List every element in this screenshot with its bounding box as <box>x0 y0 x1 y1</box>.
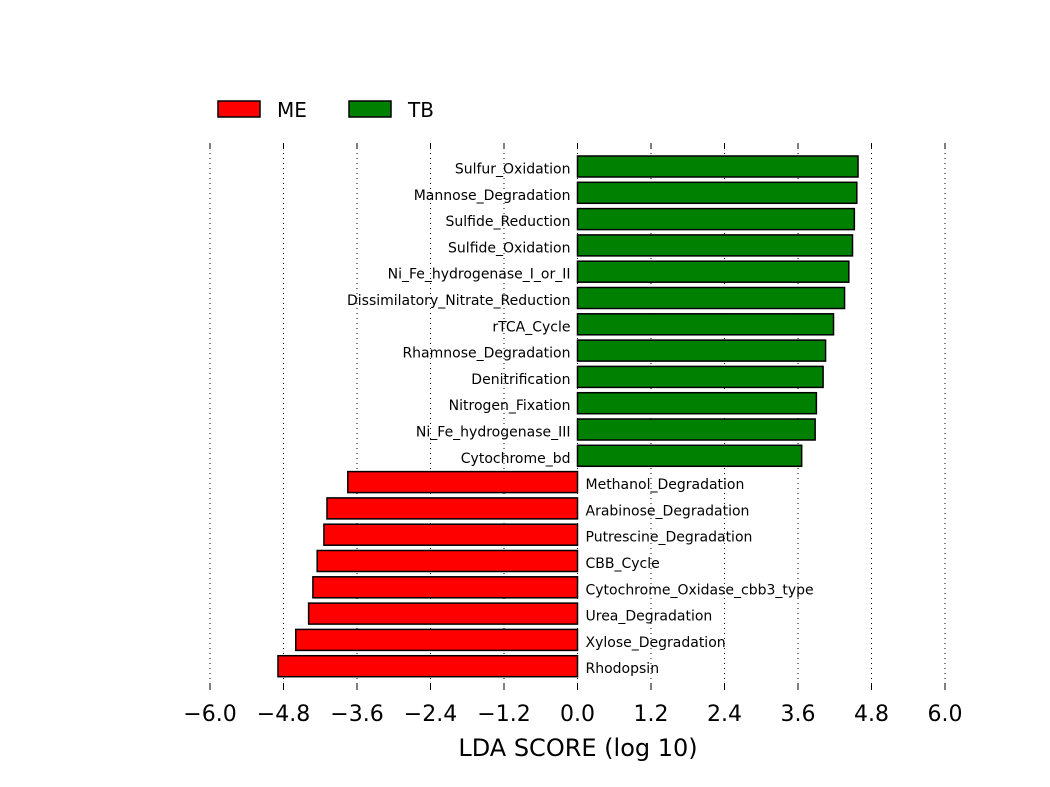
bar <box>576 339 827 362</box>
bar <box>326 497 579 520</box>
x-tick-label: −4.8 <box>257 702 310 727</box>
bar-label: Cytochrome_Oxidase_cbb3_type <box>586 582 814 598</box>
bar-labels: Sulfur_Oxidation Mannose_Degradation Sulfi… <box>347 162 814 678</box>
bar <box>316 549 579 573</box>
bar-label: Ni_Fe_hydrogenase_III <box>416 425 571 441</box>
x-tick-label: 3.6 <box>781 702 816 727</box>
x-tick-label: 1.2 <box>634 702 669 727</box>
bar-label: Cytochrome_bd <box>461 451 571 467</box>
bar <box>576 444 803 468</box>
bar-label: Rhodopsin <box>586 661 660 677</box>
legend-label-tb: TB <box>407 98 434 122</box>
bar-label: Denitrification <box>471 372 570 388</box>
x-tick-label: 2.4 <box>707 702 742 727</box>
bar-label: Ni_Fe_hydrogenase_I_or_II <box>388 267 571 283</box>
bar <box>576 365 824 389</box>
bar-label: Sulfide_Oxidation <box>448 240 570 256</box>
x-tick-label: −2.4 <box>404 702 457 727</box>
bar <box>347 470 579 494</box>
bar <box>295 628 579 652</box>
x-tick-label: −3.6 <box>330 702 383 727</box>
bar <box>312 576 579 599</box>
bar-label: Mannose_Degradation <box>414 188 571 204</box>
bar-label: Sulfur_Oxidation <box>455 162 571 178</box>
bar <box>576 418 816 441</box>
x-tick-label: 0.0 <box>560 702 595 727</box>
bar-label: Arabinose_Degradation <box>586 503 750 519</box>
x-tick-label: −6.0 <box>183 702 236 727</box>
bar <box>277 654 579 678</box>
bar <box>576 181 858 205</box>
grid-lines <box>209 143 946 690</box>
bar-label: Xylose_Degradation <box>586 635 726 651</box>
bar-label: Methanol_Degradation <box>586 477 745 493</box>
x-tick-label: 6.0 <box>928 702 963 727</box>
bar-label: Sulfide_Reduction <box>446 214 571 230</box>
bar-label: Urea_Degradation <box>586 609 713 625</box>
bar <box>576 207 856 231</box>
bar-label: Nitrogen_Fixation <box>449 398 571 414</box>
x-axis-ticks: −6.0 −4.8 −3.6 −2.4 −1.2 0.0 1.2 2.4 3.6 4.8 6.0 <box>183 143 963 727</box>
bar <box>307 602 579 625</box>
bar-label: rTCA_Cycle <box>492 319 570 335</box>
legend-label-me: ME <box>277 98 307 122</box>
legend: ME TB <box>217 98 434 122</box>
legend-swatch-me <box>217 100 261 118</box>
x-tick-label: 4.8 <box>854 702 889 727</box>
bar-label: Rhamnose_Degradation <box>402 346 570 362</box>
x-tick-label: −1.2 <box>477 702 530 727</box>
bar <box>576 234 854 257</box>
legend-swatch-tb <box>348 100 392 118</box>
bar <box>576 155 859 178</box>
bar <box>576 313 835 336</box>
bar-label: Putrescine_Degradation <box>586 530 753 546</box>
bar-label: CBB_Cycle <box>586 556 660 572</box>
bars <box>277 155 859 678</box>
x-axis-title: LDA SCORE (log 10) <box>458 734 697 762</box>
bar-label: Dissimilatory_Nitrate_Reduction <box>347 293 571 309</box>
bar <box>323 523 579 546</box>
bar <box>576 391 818 415</box>
bar <box>576 286 846 310</box>
bar <box>576 260 850 283</box>
